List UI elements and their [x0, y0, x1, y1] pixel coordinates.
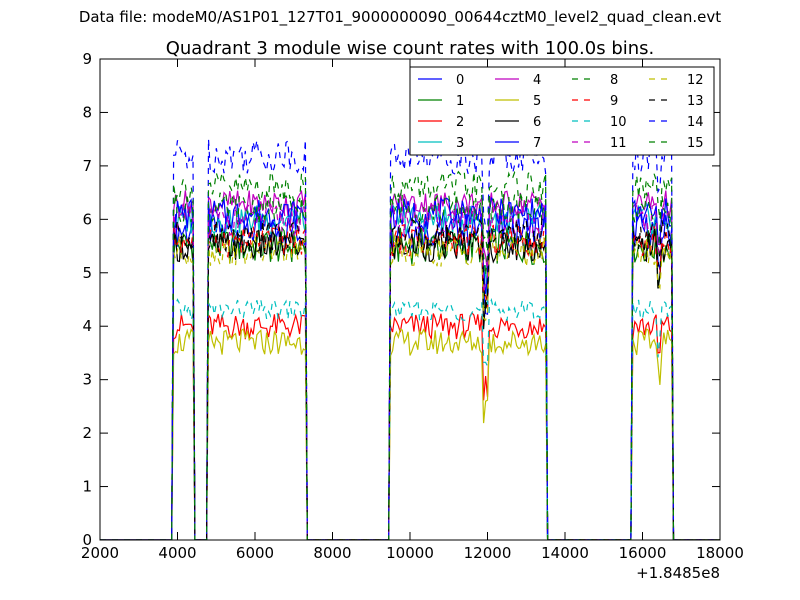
- y-tick-label: 7: [82, 157, 92, 175]
- series-line-7: [100, 196, 720, 540]
- y-tick-label: 4: [82, 317, 92, 335]
- y-tick-label: 2: [82, 424, 92, 442]
- series-line-15: [100, 169, 720, 540]
- series-line-10: [100, 297, 720, 540]
- legend-label-4: 4: [533, 73, 541, 88]
- legend-label-13: 13: [687, 94, 704, 109]
- figure-suptitle: Data file: modeM0/AS1P01_127T01_90000000…: [78, 8, 722, 26]
- legend-label-0: 0: [456, 73, 464, 88]
- x-tick-label: 8000: [313, 544, 351, 562]
- x-tick-label: 10000: [386, 544, 434, 562]
- y-tick-label: 9: [82, 50, 92, 68]
- y-tick-label: 6: [82, 210, 92, 228]
- x-tick-label: 6000: [236, 544, 274, 562]
- x-tick-label: 18000: [696, 544, 744, 562]
- chart-title: Quadrant 3 module wise count rates with …: [166, 38, 655, 59]
- legend-label-5: 5: [533, 94, 541, 109]
- series-line-9: [100, 222, 720, 540]
- y-tick-label: 0: [82, 531, 92, 549]
- x-tick-label: 12000: [464, 544, 512, 562]
- series-line-4: [100, 189, 720, 540]
- x-tick-label: 2000: [81, 544, 119, 562]
- y-tick-label: 1: [82, 478, 92, 496]
- legend-label-15: 15: [687, 136, 704, 151]
- legend-label-3: 3: [456, 136, 464, 151]
- legend-label-7: 7: [533, 136, 541, 151]
- legend-label-11: 11: [610, 136, 627, 151]
- legend-label-2: 2: [456, 115, 464, 130]
- legend-label-14: 14: [687, 115, 704, 130]
- legend-label-9: 9: [610, 94, 618, 109]
- legend-label-10: 10: [610, 115, 627, 130]
- legend-label-8: 8: [610, 73, 618, 88]
- series-line-5: [100, 328, 720, 540]
- y-tick-label: 8: [82, 103, 92, 121]
- x-tick-label: 14000: [541, 544, 589, 562]
- legend-label-6: 6: [533, 115, 541, 130]
- x-tick-label: 4000: [158, 544, 196, 562]
- y-tick-label: 5: [82, 264, 92, 282]
- legend-label-1: 1: [456, 94, 464, 109]
- legend-box: [409, 66, 715, 156]
- series-line-11: [100, 202, 720, 540]
- series-line-13: [100, 217, 720, 540]
- y-tick-label: 3: [82, 371, 92, 389]
- series-line-14: [100, 136, 720, 540]
- x-tick-label: 16000: [619, 544, 667, 562]
- x-offset-label: +1.8485e8: [636, 564, 720, 582]
- legend-label-12: 12: [687, 73, 704, 88]
